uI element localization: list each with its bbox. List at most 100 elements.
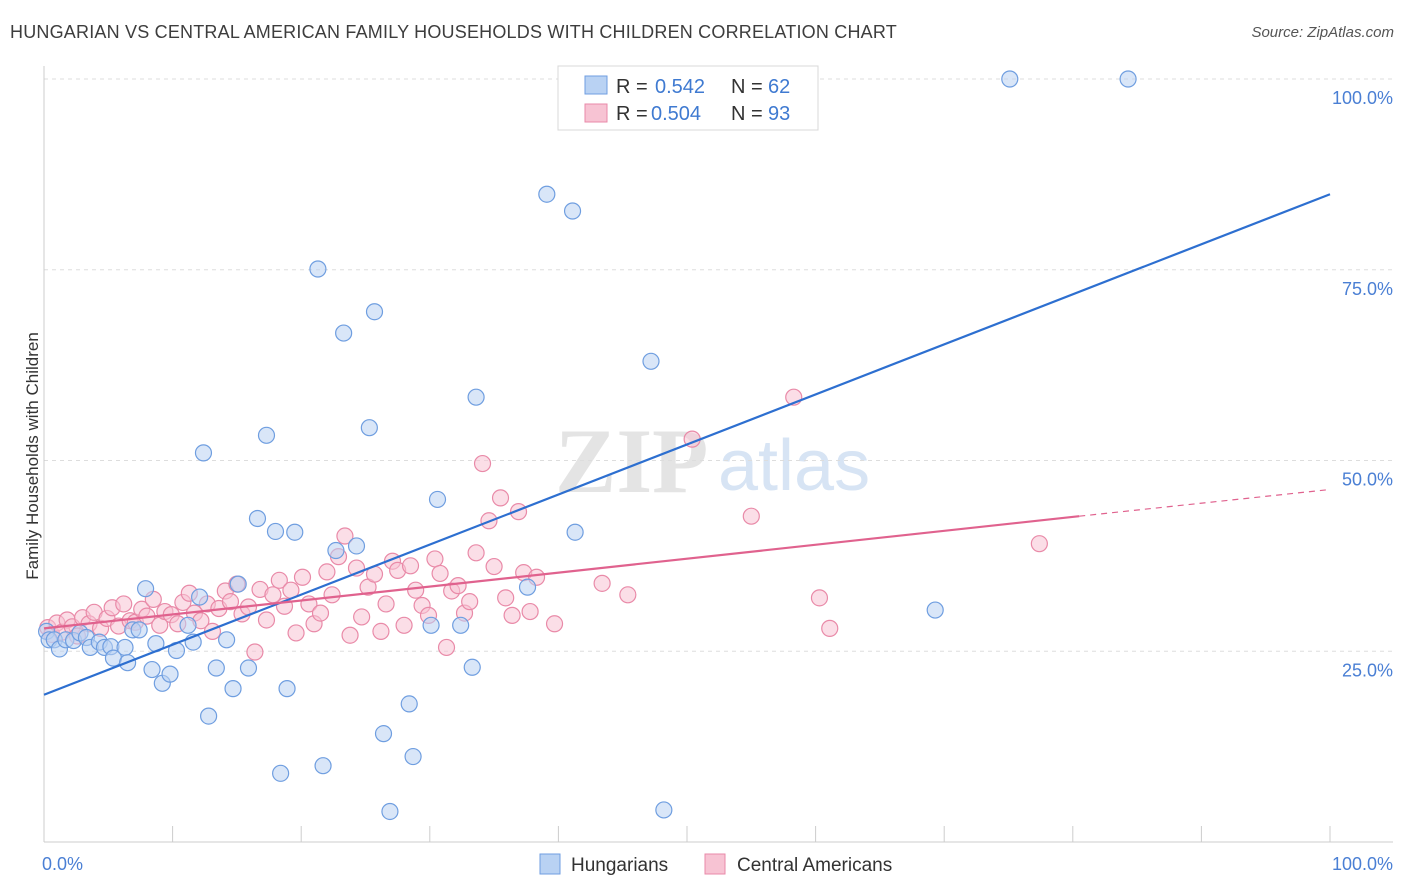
hungarian-point (286, 523, 304, 541)
legend-r-label-2: R = (616, 103, 648, 125)
hungarians-trend-line (43, 193, 1331, 696)
hungarian-point (207, 659, 225, 677)
central-american-point (449, 577, 467, 595)
central-american-point (221, 593, 240, 611)
hungarian-point (926, 601, 944, 619)
y-tick-label: 75.0% (1342, 279, 1393, 299)
hungarian-point (218, 631, 236, 649)
central-american-point (491, 489, 510, 507)
central-american-point (336, 527, 354, 545)
hungarian-point (200, 707, 218, 725)
legend-swatch-blue (584, 75, 608, 95)
hungarian-point (452, 616, 470, 634)
central-american-point (323, 586, 341, 604)
central-american-point (437, 638, 456, 657)
x-tick-label-min: 0.0% (42, 854, 83, 874)
central-american-point (497, 589, 515, 607)
hungarian-point (314, 757, 332, 775)
hungarian-point (239, 659, 258, 677)
hungarian-point (191, 588, 209, 606)
hungarian-point (327, 541, 345, 560)
central-american-point (619, 586, 637, 604)
hungarian-point (248, 509, 267, 528)
y-tick-label: 100.0% (1332, 88, 1393, 108)
central-american-point (115, 595, 133, 613)
central-american-point (287, 624, 305, 642)
central-american-point (461, 593, 479, 611)
hungarian-point (161, 665, 179, 683)
hungarian-point (374, 725, 393, 743)
hungarian-point (257, 426, 276, 444)
hungarian-point (518, 578, 537, 596)
central-american-point (485, 557, 503, 576)
hungarian-point (365, 303, 384, 321)
central-american-point (372, 622, 390, 641)
series-legend: Hungarians Central Americans (539, 853, 892, 876)
hungarian-point (404, 747, 422, 766)
central-american-point (426, 550, 444, 568)
bottom-legend-swatch-central-americans (704, 853, 726, 875)
central-american-point (593, 574, 611, 592)
hungarian-point (272, 764, 290, 782)
chart-title: HUNGARIAN VS CENTRAL AMERICAN FAMILY HOU… (10, 22, 897, 42)
central-american-point (257, 611, 276, 629)
hungarian-point (278, 680, 296, 698)
hungarian-point (347, 537, 366, 555)
hungarian-point (136, 580, 155, 598)
central-american-point (318, 563, 336, 581)
hungarian-point (360, 419, 378, 437)
hungarian-point (1001, 70, 1019, 88)
legend-n-label-2: N = (731, 103, 763, 125)
hungarian-point (229, 575, 247, 593)
bottom-legend-swatch-hungarians (539, 853, 561, 875)
hungarian-point (381, 802, 399, 821)
hungarian-point (563, 202, 582, 220)
central-american-point (341, 626, 359, 644)
central-american-point (407, 581, 425, 599)
central-american-point (503, 606, 521, 624)
hungarian-point (224, 680, 242, 698)
hungarian-point (467, 388, 485, 406)
hungarian-point (266, 522, 285, 541)
central-american-point (246, 643, 264, 661)
central-american-point (467, 544, 485, 562)
central-american-point (377, 595, 395, 613)
central-american-point (353, 608, 371, 626)
hungarian-point (1119, 70, 1137, 88)
central-american-point (821, 619, 839, 637)
hungarian-point (400, 695, 418, 713)
y-axis-title: Family Households with Children (23, 332, 42, 580)
bottom-legend-hungarians: Hungarians (571, 855, 668, 876)
hungarian-point (130, 621, 148, 639)
central-american-point (311, 604, 330, 622)
legend-swatch-pink (584, 103, 608, 123)
x-tick-label-max: 100.0% (1332, 854, 1393, 874)
hungarian-point (642, 352, 660, 370)
hungarian-point (538, 185, 556, 203)
central-americans-trend-extension (1079, 488, 1331, 517)
y-tick-label: 50.0% (1342, 470, 1393, 490)
hungarian-point (655, 801, 673, 819)
hungarian-point (422, 616, 440, 634)
hungarian-point (566, 523, 584, 541)
y-tick-label: 25.0% (1342, 660, 1393, 680)
central-american-point (810, 589, 829, 607)
central-american-point (401, 557, 420, 575)
hungarian-point (335, 324, 353, 342)
legend-r-value-1: 0.542 (655, 76, 705, 98)
central-americans-trend-line (43, 515, 1080, 630)
watermark-atlas: atlas (718, 426, 870, 506)
hungarian-point (309, 260, 327, 278)
hungarian-point (179, 616, 197, 634)
source-label: Source: ZipAtlas.com (1251, 24, 1394, 41)
hungarian-point (194, 444, 213, 462)
central-american-point (473, 454, 492, 473)
central-american-point (293, 568, 312, 586)
central-american-point (545, 615, 564, 633)
bottom-legend-central-americans: Central Americans (737, 855, 892, 876)
central-american-point (270, 571, 288, 589)
legend-n-value-1: 62 (768, 76, 790, 98)
hungarian-point (116, 638, 134, 657)
central-american-point (521, 602, 539, 621)
central-american-point (742, 507, 760, 525)
